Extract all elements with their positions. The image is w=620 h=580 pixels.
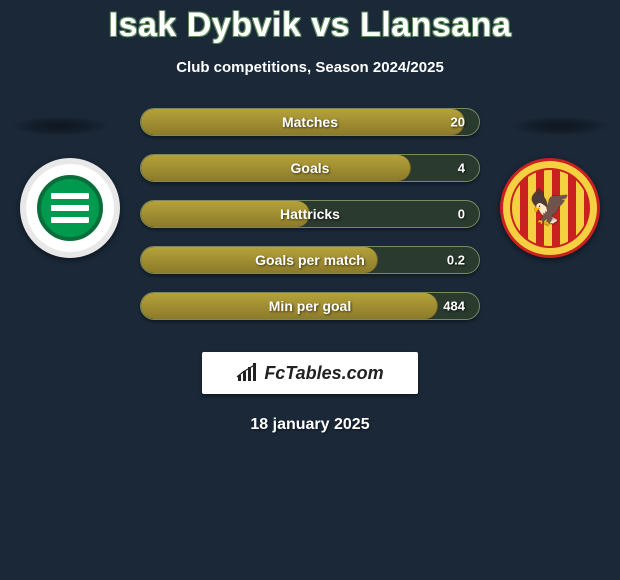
page-subtitle: Club competitions, Season 2024/2025 bbox=[0, 59, 620, 76]
stat-row-min-per-goal: Min per goal 484 bbox=[140, 292, 480, 320]
stat-row-goals-per-match: Goals per match 0.2 bbox=[140, 246, 480, 274]
stat-label: Matches bbox=[282, 114, 338, 130]
shadow-left bbox=[10, 116, 110, 136]
stat-label: Min per goal bbox=[269, 298, 351, 314]
stat-label: Goals per match bbox=[255, 252, 365, 268]
stat-value: 484 bbox=[443, 299, 465, 314]
stat-label: Goals bbox=[291, 160, 330, 176]
stat-row-hattricks: Hattricks 0 bbox=[140, 200, 480, 228]
footer-date: 18 january 2025 bbox=[0, 416, 620, 434]
stat-value: 20 bbox=[451, 115, 465, 130]
stat-row-matches: Matches 20 bbox=[140, 108, 480, 136]
stat-row-goals: Goals 4 bbox=[140, 154, 480, 182]
chart-icon bbox=[236, 363, 258, 383]
shadow-right bbox=[510, 116, 610, 136]
stat-value: 0 bbox=[458, 207, 465, 222]
stats-list: Matches 20 Goals 4 Hattricks 0 Goals per… bbox=[140, 108, 480, 320]
go-ahead-eagles-logo: 🦅 bbox=[500, 158, 600, 258]
stat-value: 4 bbox=[458, 161, 465, 176]
stat-label: Hattricks bbox=[280, 206, 340, 222]
comparison-content: 🦅 Matches 20 Goals 4 Hattricks 0 Goals p… bbox=[0, 108, 620, 434]
groningen-logo bbox=[20, 158, 120, 258]
club-badge-right: 🦅 bbox=[500, 158, 600, 258]
stat-fill bbox=[141, 155, 411, 181]
site-badge[interactable]: FcTables.com bbox=[202, 352, 418, 394]
eagle-icon: 🦅 bbox=[529, 191, 571, 225]
site-name: FcTables.com bbox=[264, 363, 383, 384]
page-title: Isak Dybvik vs Llansana bbox=[0, 0, 620, 45]
club-badge-left bbox=[20, 158, 120, 258]
stat-value: 0.2 bbox=[447, 253, 465, 268]
